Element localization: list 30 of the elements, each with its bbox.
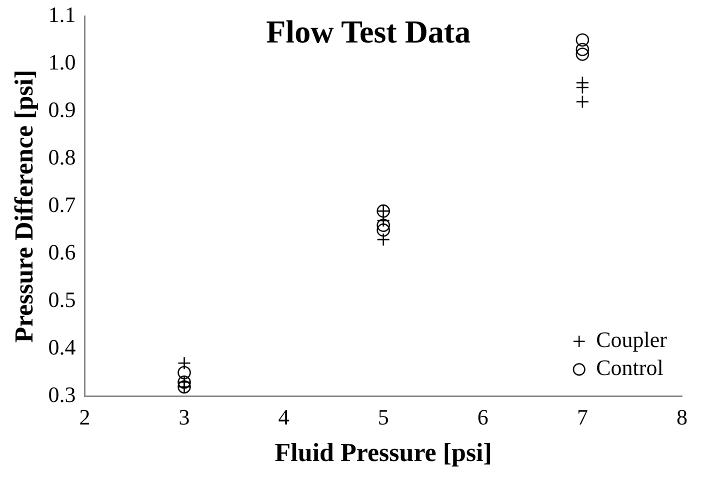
point <box>576 80 590 94</box>
x-tick-label: 6 <box>477 404 488 430</box>
legend-label: Control <box>596 355 664 380</box>
x-tick-label: 2 <box>79 404 90 430</box>
point <box>376 232 390 246</box>
point <box>576 48 590 61</box>
legend-label: Coupler <box>596 327 668 352</box>
point <box>576 33 590 47</box>
x-tick-label: 8 <box>676 404 688 430</box>
x-tick-label: 3 <box>178 404 190 430</box>
chart-title: Flow Test Data <box>266 13 471 50</box>
y-tick-label: 0.4 <box>48 334 76 360</box>
x-tick-label: 5 <box>378 404 389 430</box>
y-tick-label: 1.1 <box>48 2 76 27</box>
x-tick-label: 4 <box>278 404 290 430</box>
y-tick-label: 1.0 <box>48 50 76 75</box>
point <box>178 366 191 380</box>
x-axis-title: Fluid Pressure [psi] <box>274 438 492 468</box>
y-tick-label: 0.9 <box>48 97 76 122</box>
y-axis-title: Pressure Difference [psi] <box>9 70 38 343</box>
point <box>576 95 590 108</box>
y-tick-label: 0.3 <box>48 382 76 408</box>
point <box>376 223 390 237</box>
x-tick-label: 7 <box>576 404 588 430</box>
point <box>376 218 390 232</box>
y-tick-label: 0.6 <box>48 240 76 265</box>
y-tick-label: 0.5 <box>48 287 76 312</box>
y-tick-label: 0.7 <box>48 192 76 218</box>
y-tick-label: 0.8 <box>48 144 76 170</box>
point <box>576 42 590 56</box>
